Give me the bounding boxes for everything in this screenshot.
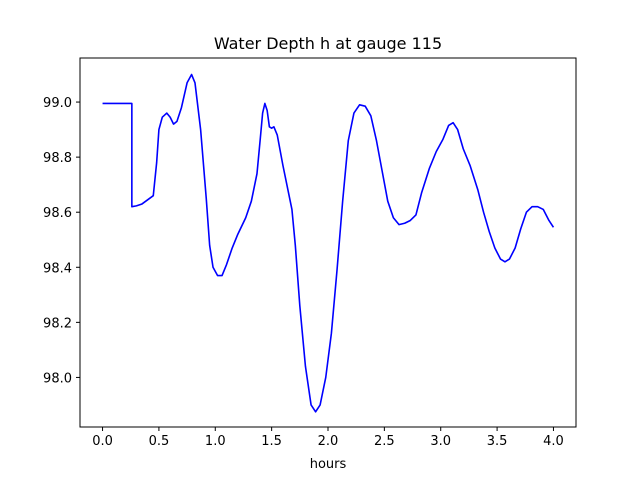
x-axis-label: hours [310,457,347,472]
x-tick-label: 0.5 [149,434,170,449]
series-line [102,73,555,413]
y-tick-label: 98.2 [43,316,72,331]
x-tick-label: 1.5 [261,434,282,449]
y-tick-label: 98.6 [43,206,72,221]
x-tick-label: 3.5 [487,434,508,449]
x-tick-label: 0.0 [92,434,113,449]
y-tick-label: 98.8 [43,151,72,166]
y-tick-label: 99.0 [43,96,72,111]
y-tick-label: 98.0 [43,371,72,386]
chart-title: Water Depth h at gauge 115 [214,34,442,53]
y-axis: 98.0 98.2 98.4 98.6 98.8 99.0 [43,96,80,386]
x-axis: 0.0 0.5 1.0 1.5 2.0 2.5 3.0 3.5 4.0 [92,427,564,449]
x-tick-label: 2.5 [374,434,395,449]
plot-area [102,73,555,413]
x-tick-label: 4.0 [543,434,564,449]
x-tick-label: 1.0 [205,434,226,449]
x-tick-label: 3.0 [430,434,451,449]
x-tick-label: 2.0 [318,434,339,449]
y-tick-label: 98.4 [43,261,72,276]
